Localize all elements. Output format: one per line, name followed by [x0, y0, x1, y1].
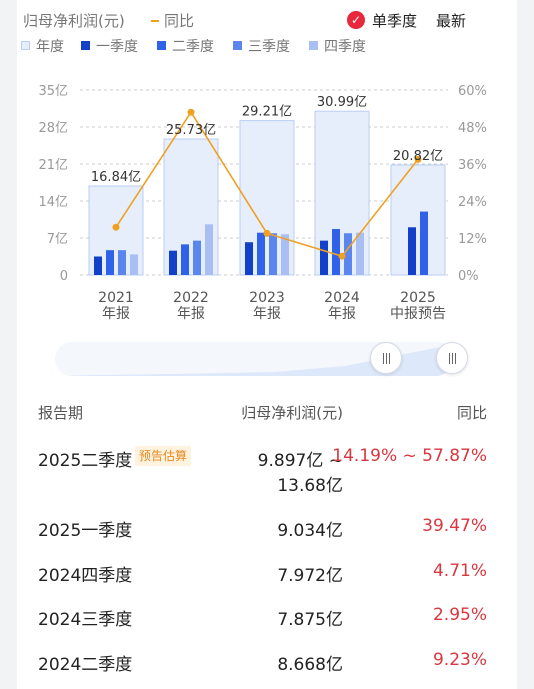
- legend-swatch: [233, 41, 242, 50]
- quarter-bar: [332, 229, 340, 275]
- table-row-yoy: 9.23%: [432, 650, 487, 670]
- yoy-point: [414, 155, 422, 163]
- quarter-bar: [269, 233, 277, 275]
- y-tick-left: 14亿: [38, 195, 68, 210]
- legend-label: 四季度: [324, 39, 366, 55]
- annual-bar: [390, 164, 446, 276]
- quarter-bar: [181, 244, 189, 275]
- y-tick-right: 24%: [458, 195, 487, 210]
- y-tick-right: 48%: [458, 121, 487, 136]
- legend-label: 二季度: [172, 39, 214, 55]
- legend-label: 一季度: [96, 39, 138, 55]
- yoy-point: [112, 223, 120, 231]
- quarter-bar: [408, 227, 416, 275]
- quarter-bar: [193, 240, 201, 275]
- quarter-bar: [94, 256, 102, 275]
- x-tick-sublabel: 年报: [102, 306, 130, 322]
- x-tick-sublabel: 年报: [253, 306, 281, 322]
- x-tick-label: 2024: [324, 290, 360, 306]
- legend-swatch: [21, 41, 30, 50]
- x-tick-label: 2021: [98, 290, 134, 306]
- quarter-bar: [281, 234, 289, 275]
- x-tick-label: 2023: [249, 290, 285, 306]
- table-row-period: 2024三季度: [38, 610, 133, 630]
- x-tick-label: 2025: [400, 290, 436, 306]
- metric-label: 归母净利润(元): [23, 12, 125, 30]
- annual-value-label: 30.99亿: [317, 95, 367, 110]
- y-tick-right: 0%: [458, 269, 479, 284]
- quarter-bar: [205, 224, 213, 275]
- yoy-point: [338, 252, 346, 260]
- table-header-value: 归母净利润(元): [241, 404, 343, 422]
- annual-value-label: 25.73亿: [166, 123, 216, 138]
- quarter-bar: [130, 254, 138, 275]
- range-slider-sparkline: [55, 346, 453, 376]
- table-row-yoy: 39.47%: [422, 516, 487, 536]
- table-header-yoy: 同比: [456, 404, 487, 422]
- table-row-value: 9.034亿: [277, 521, 343, 541]
- annual-value-label: 16.84亿: [91, 170, 141, 185]
- annual-value-label: 20.82亿: [393, 149, 443, 164]
- y-tick-left: 28亿: [38, 121, 68, 136]
- y-tick-right: 36%: [458, 158, 487, 173]
- quarter-bar: [356, 232, 364, 275]
- table-row-value: 8.668亿: [277, 655, 343, 675]
- quarter-bar: [257, 232, 265, 275]
- legend-label: 三季度: [248, 39, 290, 55]
- quarter-bar: [169, 250, 177, 275]
- range-slider-left-handle[interactable]: [370, 342, 402, 374]
- range-slider-right-handle[interactable]: [436, 342, 468, 374]
- x-tick-sublabel: 年报: [177, 306, 205, 322]
- y-tick-left: 21亿: [38, 158, 68, 173]
- table-row-value: 7.875亿: [277, 610, 343, 630]
- table-row-yoy: 4.71%: [432, 561, 487, 581]
- table-header-period: 报告期: [38, 404, 84, 422]
- table-row-value: 7.972亿: [277, 566, 343, 586]
- table-row-period: 2024四季度: [38, 566, 133, 586]
- table-row-period: 2025一季度: [38, 521, 133, 541]
- x-tick-sublabel: 中报预告: [390, 306, 446, 322]
- legend-swatch: [81, 41, 90, 50]
- forecast-badge: 预告估算: [135, 446, 192, 466]
- quarter-bar: [118, 250, 126, 275]
- table-row-value: 9.897亿 ~: [257, 451, 343, 471]
- quarter-bar: [245, 242, 253, 275]
- chart-header: 归母净利润(元) 同比 ✓ 单季度 最新: [23, 10, 503, 32]
- legend-label: 年度: [36, 39, 64, 55]
- profit-chart: 0 0% 7亿 12% 14亿 24% 21亿 36% 28亿 48% 35亿 60% 16.84亿 25…: [38, 84, 487, 322]
- table-row-period: 2024二季度: [38, 655, 133, 675]
- table-row-yoy: 2.95%: [432, 605, 487, 625]
- quarter-bar: [420, 211, 428, 275]
- y-tick-right: 60%: [458, 84, 487, 99]
- annual-value-label: 29.21亿: [242, 105, 292, 120]
- yoy-point: [187, 108, 195, 116]
- y-tick-right: 12%: [458, 232, 487, 247]
- quarter-bar: [106, 250, 114, 275]
- legend-swatch: [309, 41, 318, 50]
- latest-button[interactable]: 最新: [436, 12, 467, 30]
- x-tick-label: 2022: [173, 290, 209, 306]
- y-tick-left: 35亿: [38, 84, 68, 99]
- table-row-period: 2025二季度: [38, 451, 133, 471]
- y-tick-left: 7亿: [47, 232, 68, 247]
- yoy-label: 同比: [164, 12, 195, 30]
- chart-legend: 年度 一季度 二季度 三季度 四季度: [21, 36, 501, 56]
- legend-swatch: [157, 41, 166, 50]
- single-quarter-checkbox[interactable]: ✓: [347, 11, 365, 29]
- single-quarter-label[interactable]: 单季度: [372, 12, 418, 30]
- yoy-point: [263, 229, 271, 237]
- x-tick-sublabel: 年报: [328, 306, 356, 322]
- yoy-line-marker: [151, 20, 159, 22]
- quarter-bar: [320, 240, 328, 275]
- quarter-bar: [344, 233, 352, 275]
- y-tick-left: 0: [60, 269, 68, 284]
- table-row-yoy: 14.19% ~ 57.87%: [332, 446, 487, 466]
- table-row-value-line2: 13.68亿: [277, 476, 343, 496]
